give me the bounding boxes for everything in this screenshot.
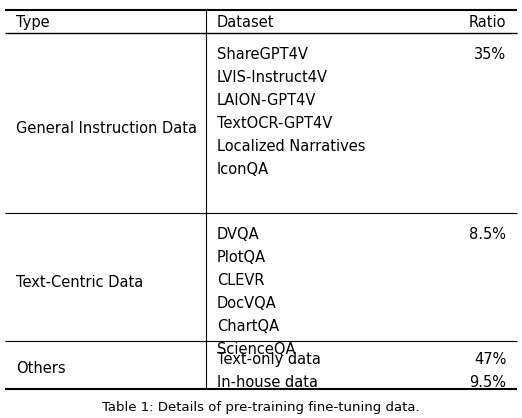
- Text: PlotQA: PlotQA: [217, 250, 266, 265]
- Text: Table 1: Details of pre-training fine-tuning data.: Table 1: Details of pre-training fine-tu…: [102, 401, 420, 414]
- Text: 8.5%: 8.5%: [469, 227, 506, 242]
- Text: 47%: 47%: [474, 352, 506, 367]
- Text: ChartQA: ChartQA: [217, 319, 279, 334]
- Text: Type: Type: [16, 15, 49, 31]
- Text: General Instruction Data: General Instruction Data: [16, 121, 197, 136]
- Text: LVIS-Instruct4V: LVIS-Instruct4V: [217, 70, 328, 85]
- Text: ScienceQA: ScienceQA: [217, 342, 295, 357]
- Text: DocVQA: DocVQA: [217, 296, 276, 311]
- Text: Localized Narratives: Localized Narratives: [217, 139, 365, 154]
- Text: Dataset: Dataset: [217, 15, 274, 31]
- Text: Text-Centric Data: Text-Centric Data: [16, 275, 143, 290]
- Text: Others: Others: [16, 362, 65, 376]
- Text: DVQA: DVQA: [217, 227, 259, 242]
- Text: LAION-GPT4V: LAION-GPT4V: [217, 93, 316, 108]
- Text: IconQA: IconQA: [217, 162, 269, 177]
- Text: 9.5%: 9.5%: [469, 375, 506, 390]
- Text: 35%: 35%: [474, 47, 506, 62]
- Text: TextOCR-GPT4V: TextOCR-GPT4V: [217, 116, 332, 131]
- Text: ShareGPT4V: ShareGPT4V: [217, 47, 307, 62]
- Text: Text-only data: Text-only data: [217, 352, 321, 367]
- Text: In-house data: In-house data: [217, 375, 317, 390]
- Text: Ratio: Ratio: [469, 15, 506, 31]
- Text: CLEVR: CLEVR: [217, 273, 264, 288]
